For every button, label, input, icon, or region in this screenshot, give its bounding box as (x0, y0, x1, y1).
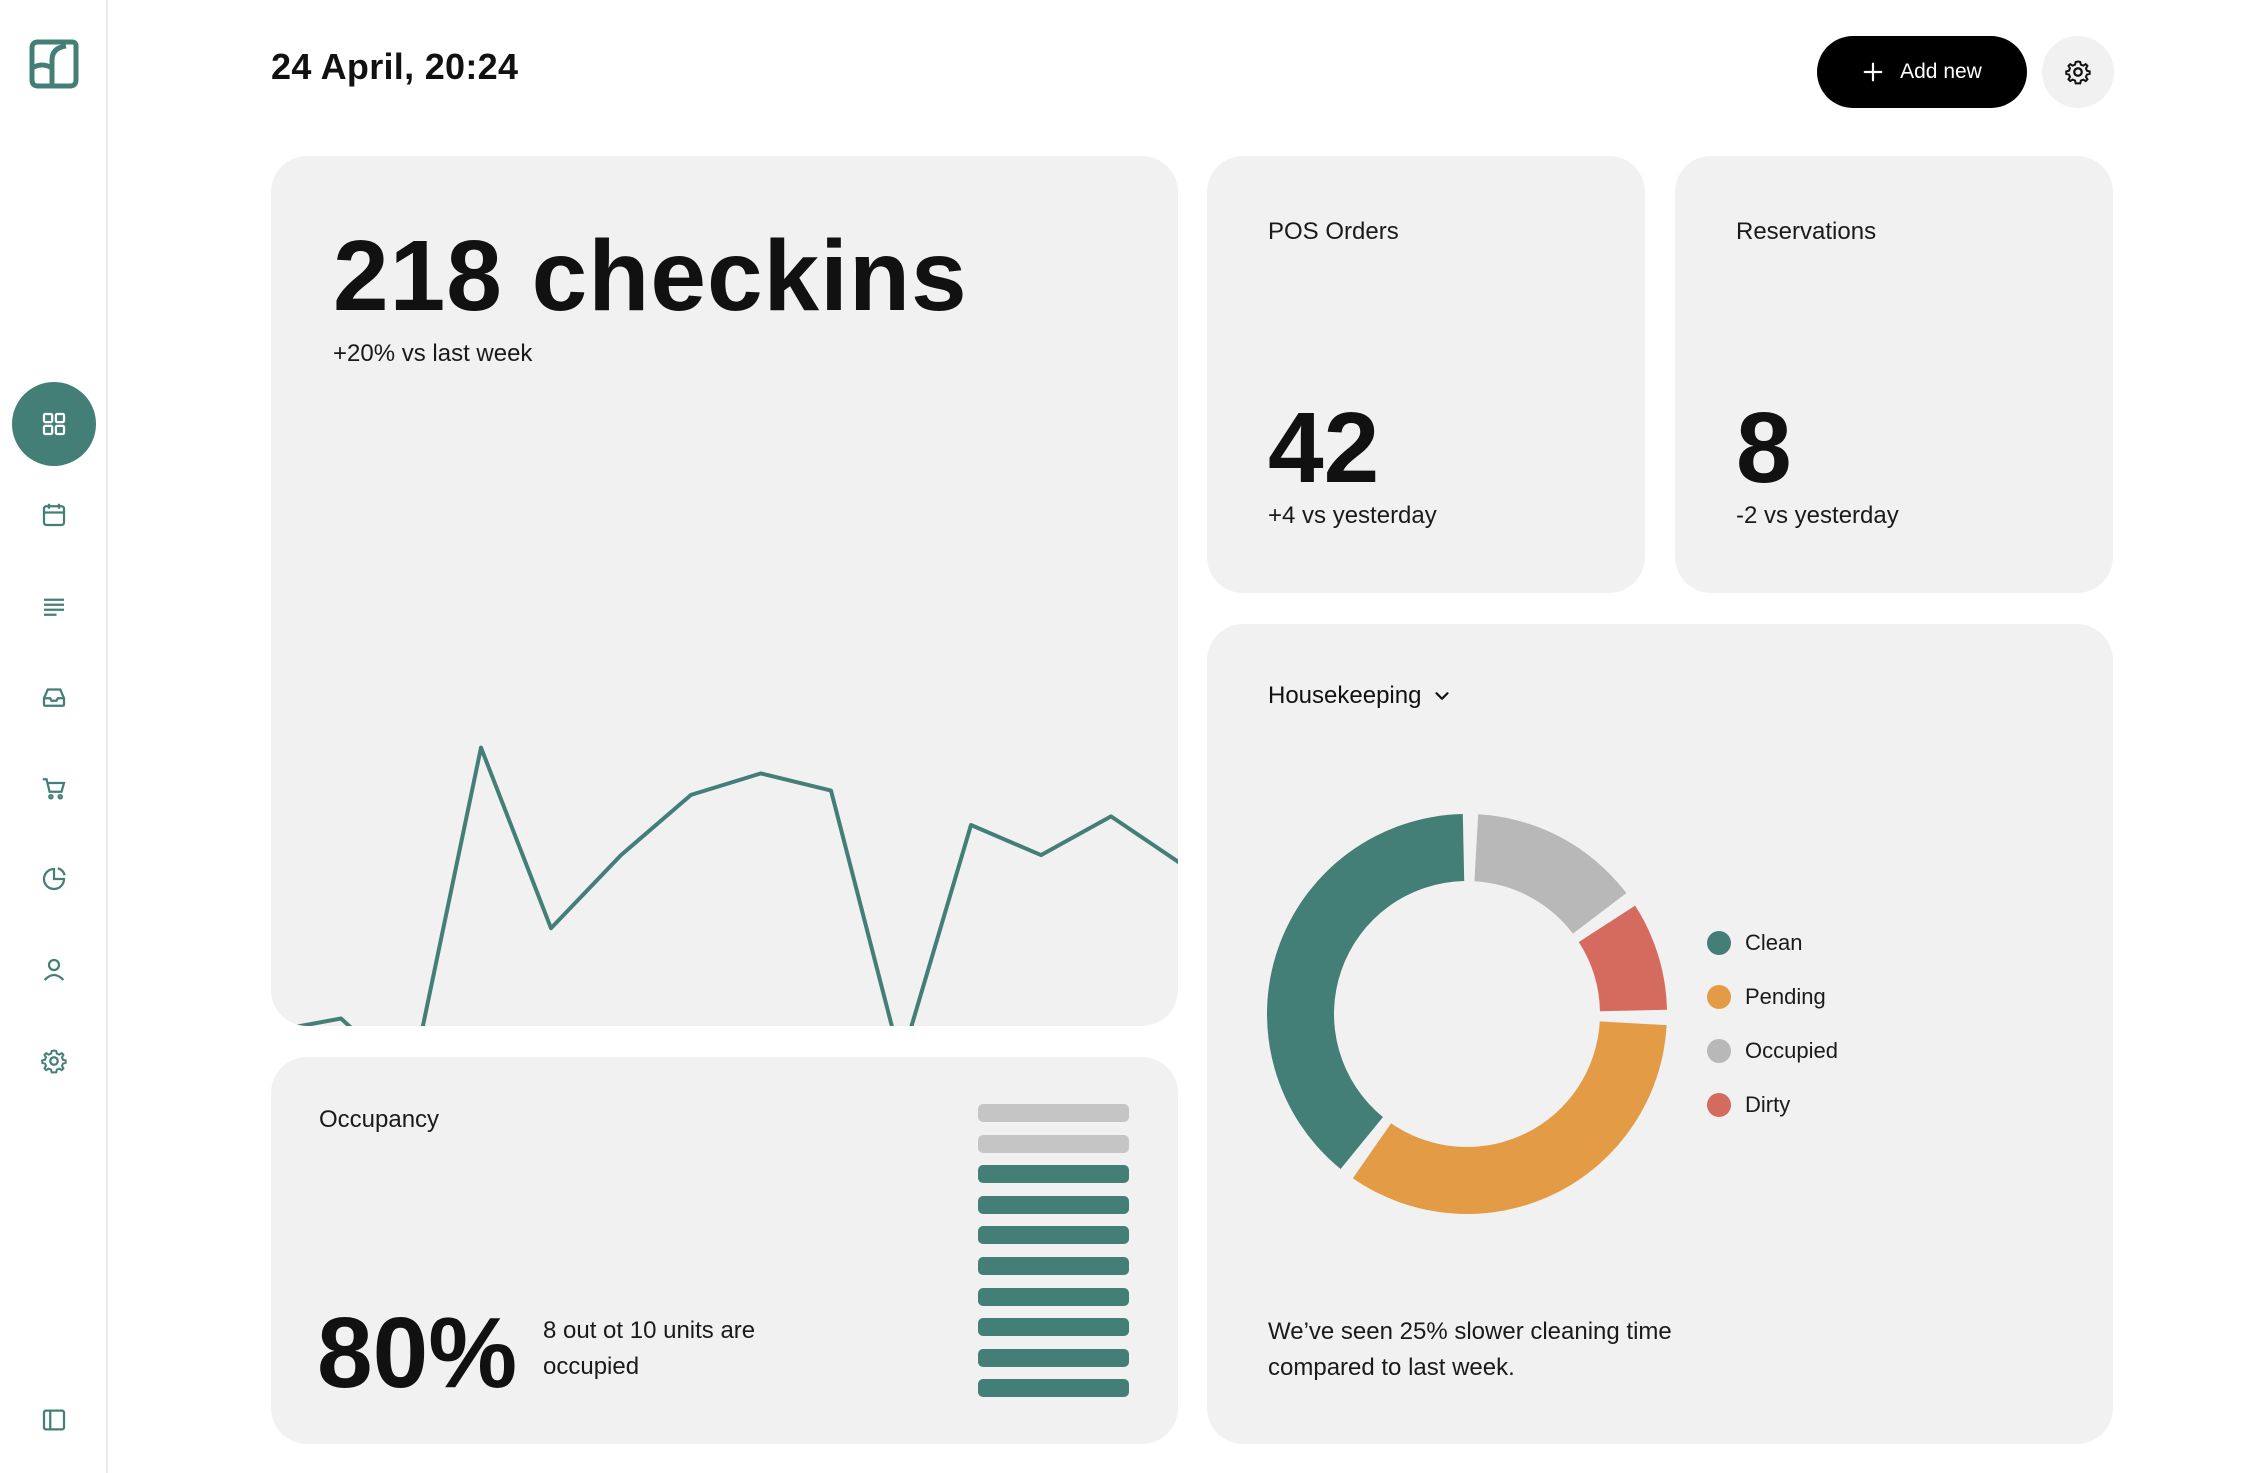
unit-bar-occupied (978, 1287, 1129, 1306)
gear-icon (2065, 60, 2091, 85)
housekeeping-card: Housekeeping Clean Pending Occupied Dirt… (1207, 624, 2113, 1444)
nav-settings[interactable] (12, 1019, 96, 1103)
add-new-button[interactable]: Add new (1817, 36, 2027, 108)
unit-bar-occupied (978, 1348, 1129, 1367)
legend-item-occupied: Occupied (1707, 1024, 1838, 1078)
occupancy-card[interactable]: Occupancy 80% 8 out ot 10 units are occu… (271, 1057, 1178, 1444)
reservations-delta: -2 vs yesterday (1736, 502, 1899, 529)
housekeeping-label: Housekeeping (1268, 682, 1422, 709)
legend-item-clean: Clean (1707, 916, 1838, 970)
checkins-series-line (289, 745, 1178, 1026)
nav-dashboard[interactable] (12, 382, 96, 466)
legend-dot-pending (1707, 985, 1731, 1009)
calendar-icon (42, 503, 66, 527)
pos-orders-card[interactable]: POS Orders 42 +4 vs yesterday (1207, 156, 1645, 593)
unit-bar-vacant (978, 1134, 1129, 1153)
pos-orders-delta: +4 vs yesterday (1268, 502, 1437, 529)
plus-icon (1863, 62, 1883, 82)
reservations-value: 8 (1736, 392, 1792, 504)
legend-label-dirty: Dirty (1745, 1092, 1791, 1117)
unit-bar-occupied (978, 1256, 1129, 1275)
housekeeping-donut-chart (1267, 814, 1667, 1214)
donut-slice-clean (1267, 814, 1465, 1169)
unit-bar-occupied (978, 1318, 1129, 1337)
donut-slice-occupied (1474, 814, 1627, 934)
add-new-label: Add new (1900, 60, 1982, 83)
legend-label-pending: Pending (1745, 984, 1826, 1009)
nav-cart[interactable] (12, 746, 96, 830)
housekeeping-dropdown[interactable]: Housekeeping (1268, 682, 1453, 710)
donut-slice-dirty (1578, 905, 1667, 1012)
logo-icon[interactable] (28, 38, 80, 90)
donut-slice-pending (1352, 1021, 1667, 1214)
grid-icon (42, 412, 66, 436)
pos-orders-label: POS Orders (1268, 218, 1399, 245)
sidebar (0, 0, 108, 1473)
page-datetime: 24 April, 20:24 (271, 46, 519, 87)
pos-orders-value: 42 (1268, 392, 1380, 504)
legend-dot-dirty (1707, 1093, 1731, 1117)
legend-dot-occupied (1707, 1039, 1731, 1063)
chevron-down-icon (1435, 692, 1450, 700)
checkins-line-chart (289, 745, 1178, 1026)
nav-calendar[interactable] (12, 473, 96, 557)
housekeeping-note: We’ve seen 25% slower cleaning time comp… (1268, 1318, 1672, 1381)
nav-list[interactable] (12, 564, 96, 648)
sidebar-panel-icon (42, 1409, 66, 1431)
nav-inbox[interactable] (12, 655, 96, 739)
checkins-title: 218 checkins (333, 220, 968, 332)
unit-bar-occupied (978, 1379, 1129, 1398)
unit-bar-occupied (978, 1195, 1129, 1214)
legend-item-pending: Pending (1707, 970, 1838, 1024)
occupancy-value: 80% (317, 1297, 518, 1409)
reservations-card[interactable]: Reservations 8 -2 vs yesterday (1675, 156, 2113, 593)
user-icon (43, 958, 65, 981)
main-content: 24 April, 20:24 Add new 218 checkins +20… (108, 0, 2268, 1473)
occupancy-label: Occupancy (319, 1106, 440, 1133)
cart-icon (42, 778, 66, 800)
sidebar-toggle[interactable] (12, 1378, 96, 1462)
nav-profile[interactable] (12, 928, 96, 1012)
nav-reports[interactable] (12, 837, 96, 921)
checkins-subtitle: +20% vs last week (333, 340, 533, 367)
unit-bar-vacant (978, 1104, 1129, 1122)
occupancy-units-bars (978, 1104, 1129, 1410)
legend-label-clean: Clean (1745, 930, 1803, 955)
unit-bar-occupied (978, 1165, 1129, 1184)
inbox-icon (42, 688, 66, 707)
reservations-label: Reservations (1736, 218, 1877, 245)
list-icon (44, 598, 64, 616)
occupancy-description: 8 out ot 10 units are occupied (543, 1317, 756, 1380)
legend-dot-clean (1707, 931, 1731, 955)
gear-icon (41, 1049, 67, 1074)
checkins-card[interactable]: 218 checkins +20% vs last week (271, 156, 1178, 1026)
settings-button[interactable] (2042, 36, 2114, 108)
legend-item-dirty: Dirty (1707, 1078, 1838, 1132)
legend-label-occupied: Occupied (1745, 1038, 1838, 1063)
housekeeping-legend: Clean Pending Occupied Dirty (1707, 916, 1838, 1132)
pie-chart-icon (42, 867, 66, 891)
unit-bar-occupied (978, 1226, 1129, 1245)
